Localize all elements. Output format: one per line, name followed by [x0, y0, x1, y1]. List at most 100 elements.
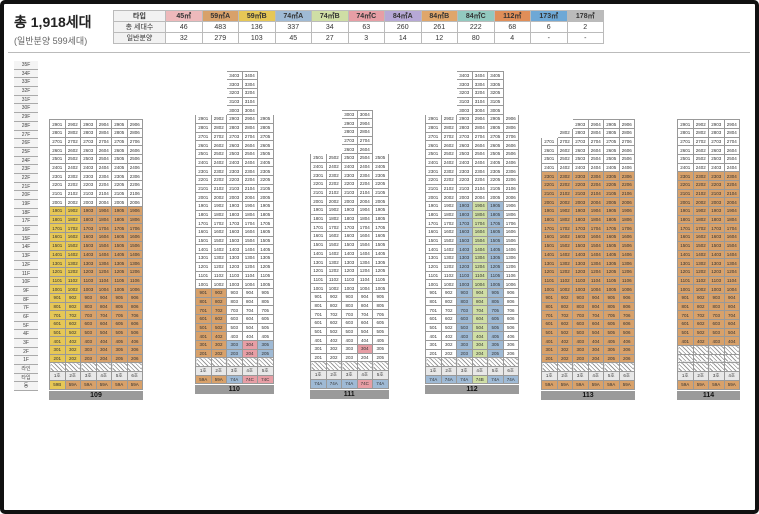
unit-cell: 1205 [487, 261, 504, 272]
pilotis-cell [692, 362, 709, 373]
unit-cell: 1505 [603, 240, 620, 251]
unit-cell: 304 [356, 344, 373, 354]
unit-cell: 2304 [587, 171, 604, 181]
unit-cell: 3203 [226, 88, 243, 98]
unit-cell: 3005 [487, 105, 504, 116]
unit-cell: 1306 [618, 258, 635, 268]
unit-cell: 205 [487, 348, 504, 359]
unit-cell: 1704 [356, 222, 373, 233]
unit-cell: 1403 [80, 249, 97, 260]
unit-cell: 701 [49, 310, 66, 320]
unit-cell: 705 [487, 305, 504, 315]
empty-cell [196, 97, 212, 106]
unit-cell: 1202 [325, 265, 342, 276]
unit-cell: 1402 [325, 248, 342, 259]
summary-row: 일반분양 32 279 103 45 27 3 14 12 80 4- - [113, 32, 604, 44]
unit-cell: 1803 [456, 209, 473, 220]
unit-cell: 1603 [456, 227, 473, 237]
unit-cell: 2402 [692, 162, 709, 173]
unit-cell: 1305 [111, 258, 128, 268]
unit-cell: 2401 [677, 162, 694, 173]
unit-cell: 2004 [95, 197, 112, 208]
unit-cell: 1606 [126, 232, 143, 242]
unit-cell: 401 [195, 331, 212, 341]
unit-cell: 2202 [325, 179, 342, 189]
unit-cell: 1105 [372, 274, 389, 285]
unit-cell: 1304 [587, 258, 604, 268]
unit-cell: 603 [226, 313, 243, 324]
unit-cell: 203 [80, 353, 97, 364]
unit-cell: 1004 [95, 284, 112, 294]
unit-cell: 1405 [372, 248, 389, 259]
unit-cell: 902 [440, 287, 457, 298]
unit-cell: 1504 [241, 235, 258, 246]
unit-cell: 2004 [587, 197, 604, 208]
unit-cell: 802 [210, 296, 227, 307]
unit-cell: 701 [541, 310, 558, 320]
unit-cell: 204 [356, 352, 373, 363]
unit-cell: 2801 [677, 127, 694, 138]
unit-cell: 1204 [356, 265, 373, 276]
unit-cell: 2903 [226, 114, 243, 124]
summary-cell: 12 [420, 32, 458, 44]
summary-cell: 173㎡ [530, 10, 568, 22]
unit-cell: 2404 [587, 162, 604, 173]
line-label: 1호 [541, 371, 558, 381]
unit-cell: 404 [95, 336, 112, 347]
empty-cell [542, 128, 558, 137]
unit-cell: 801 [49, 301, 66, 312]
unit-cell: 804 [356, 300, 373, 311]
unit-cell: 1506 [126, 240, 143, 251]
empty-cell [326, 136, 342, 145]
empty-cell [441, 71, 457, 80]
unit-cell: 801 [310, 300, 327, 311]
summary-cell: 84㎡C [457, 10, 495, 22]
unit-cell: 601 [425, 313, 442, 324]
line-label: 3호 [456, 366, 473, 376]
unit-cell: 802 [440, 296, 457, 307]
unit-cell: 1804 [356, 213, 373, 224]
unit-cell: 2504 [587, 153, 604, 164]
unit-cell: 1504 [587, 240, 604, 251]
unit-cell: 1906 [126, 206, 143, 216]
unit-cell: 902 [692, 292, 709, 303]
unit-cell: 1906 [502, 201, 519, 211]
pilotis-cell [111, 362, 128, 373]
unit-cell: 702 [440, 305, 457, 315]
unit-cell: 1005 [111, 284, 128, 294]
unit-cell: 1402 [64, 249, 81, 260]
unit-cell: 505 [603, 327, 620, 338]
unit-cell: 2502 [556, 153, 573, 164]
unit-cell: 1602 [556, 232, 573, 242]
unit-cell: 504 [471, 322, 488, 333]
unit-cell: 2704 [356, 135, 373, 146]
unit-cell: 301 [425, 340, 442, 350]
unit-cell: 605 [603, 319, 620, 329]
unit-cell: 1801 [49, 214, 66, 225]
type-label: 74A [372, 378, 389, 389]
line-label: 3호 [80, 371, 97, 381]
unit-cell: 2602 [64, 145, 81, 155]
unit-cell: 2202 [440, 174, 457, 185]
unit-cell: 1106 [126, 275, 143, 286]
floor-label: 25F [14, 147, 38, 157]
unit-cell: 1005 [257, 279, 274, 289]
unit-cell: 2804 [241, 122, 258, 133]
summary-row-label: 총 세대수 [113, 21, 166, 33]
unit-cell: 402 [210, 331, 227, 341]
floor-label: 4F [14, 330, 38, 339]
unit-cell: 2301 [195, 166, 212, 176]
unit-cell: 1202 [210, 261, 227, 272]
unit-cell: 2903 [572, 119, 589, 129]
type-label: 74A [502, 374, 519, 385]
unit-cell: 805 [372, 300, 389, 311]
unit-cell: 2705 [487, 131, 504, 142]
unit-cell: 2606 [502, 140, 519, 150]
unit-cell: 1102 [210, 270, 227, 281]
unit-cell: 2301 [49, 171, 66, 181]
unit-cell: 603 [80, 319, 97, 329]
unit-cell: 2002 [440, 192, 457, 202]
unit-cell: 1103 [226, 270, 243, 281]
type-label: 59A [80, 379, 97, 390]
